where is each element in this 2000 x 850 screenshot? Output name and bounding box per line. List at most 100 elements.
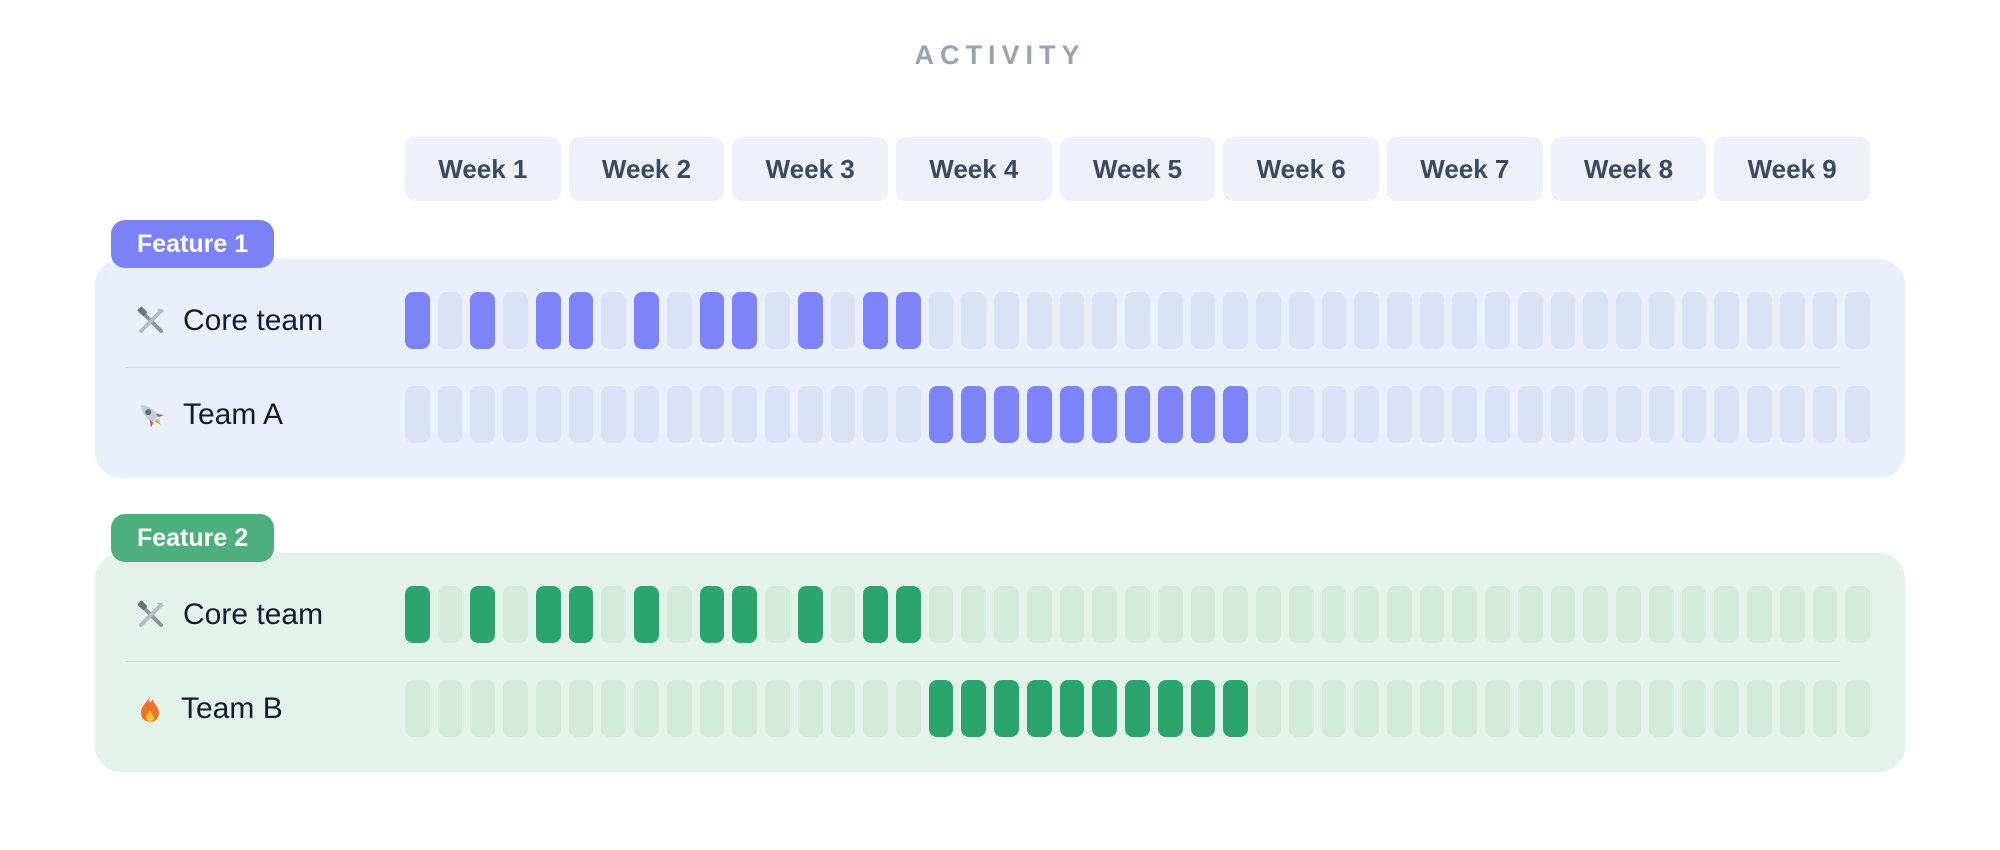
activity-cell-active xyxy=(699,586,725,643)
activity-cell xyxy=(1648,292,1674,349)
row-label-text: Core team xyxy=(183,597,324,631)
activity-cell xyxy=(1125,292,1150,349)
activity-cell xyxy=(961,292,987,349)
feature-2-section: Feature 2 Core team xyxy=(95,478,1905,772)
activity-cell xyxy=(1714,386,1740,443)
activity-cell xyxy=(1648,386,1674,443)
activity-cell xyxy=(1648,586,1674,643)
activity-cell-active xyxy=(1026,680,1052,737)
activity-cell-active xyxy=(1190,386,1216,443)
activity-cell xyxy=(1157,292,1183,349)
fire-icon xyxy=(135,693,165,725)
activity-cell-active xyxy=(1026,386,1052,443)
row-label-text: Core team xyxy=(183,303,324,337)
activity-cell-active xyxy=(1059,680,1085,737)
activity-cell xyxy=(666,680,692,737)
activity-cell xyxy=(405,386,430,443)
activity-cell xyxy=(765,292,790,349)
activity-cell-active xyxy=(535,586,561,643)
activity-cell-active xyxy=(928,386,954,443)
activity-cell xyxy=(1583,586,1609,643)
activity-cell xyxy=(437,386,463,443)
activity-cell-active xyxy=(1223,680,1249,737)
activity-cells-feature1-team-a xyxy=(405,386,1870,443)
activity-cell xyxy=(1845,292,1870,349)
activity-cell xyxy=(1321,292,1347,349)
activity-cell xyxy=(1648,680,1674,737)
activity-cell-active xyxy=(961,680,987,737)
feature-2-badge: Feature 2 xyxy=(111,514,275,562)
activity-cell xyxy=(1354,292,1379,349)
activity-cell xyxy=(732,386,758,443)
activity-cell xyxy=(1387,386,1412,443)
activity-cell xyxy=(1190,586,1216,643)
activity-cell-active xyxy=(1125,386,1150,443)
row-divider xyxy=(125,661,1840,662)
activity-cell xyxy=(1321,386,1347,443)
activity-cell xyxy=(1288,680,1314,737)
activity-cell-active xyxy=(634,586,659,643)
activity-cell xyxy=(1387,680,1412,737)
activity-cell xyxy=(1616,586,1641,643)
activity-cell xyxy=(961,586,987,643)
activity-cell xyxy=(830,680,856,737)
activity-cell xyxy=(503,292,528,349)
activity-cell xyxy=(1288,386,1314,443)
activity-cell xyxy=(1256,680,1281,737)
activity-cell xyxy=(1517,586,1543,643)
activity-cell xyxy=(765,586,790,643)
activity-cell xyxy=(1747,292,1772,349)
activity-cell xyxy=(1583,292,1609,349)
activity-cell xyxy=(470,386,496,443)
activity-cell xyxy=(994,292,1019,349)
activity-cell xyxy=(896,386,921,443)
activity-cell xyxy=(503,680,528,737)
activity-cell xyxy=(1681,292,1707,349)
activity-cell xyxy=(1256,586,1281,643)
activity-cell xyxy=(1681,586,1707,643)
activity-cell xyxy=(437,680,463,737)
page-title: ACTIVITY xyxy=(914,40,1086,70)
activity-cell xyxy=(1616,680,1641,737)
activity-cell xyxy=(732,680,758,737)
row-feature2-team-b: Team B xyxy=(95,680,1870,737)
activity-cell xyxy=(1845,386,1870,443)
activity-cell xyxy=(1092,586,1118,643)
activity-cell xyxy=(1517,680,1543,737)
activity-cell xyxy=(666,292,692,349)
activity-cell xyxy=(896,680,921,737)
activity-cell xyxy=(830,292,856,349)
activity-cell xyxy=(1223,586,1249,643)
activity-cell xyxy=(1583,386,1609,443)
activity-cell-active xyxy=(797,586,823,643)
activity-cell xyxy=(535,386,561,443)
activity-cell xyxy=(1059,292,1085,349)
activity-cell xyxy=(601,680,627,737)
activity-cell-active xyxy=(928,680,954,737)
activity-cell-active xyxy=(732,292,758,349)
activity-cell xyxy=(1387,586,1412,643)
activity-cell-active xyxy=(405,292,430,349)
activity-cell xyxy=(1779,680,1805,737)
week-header: Week 9 xyxy=(1714,137,1870,201)
activity-cell xyxy=(568,386,594,443)
activity-cell-active xyxy=(994,680,1019,737)
activity-cell-active xyxy=(568,292,594,349)
activity-cell-active xyxy=(896,586,921,643)
activity-cell-active xyxy=(405,586,430,643)
activity-cell xyxy=(1223,292,1249,349)
activity-cell xyxy=(1550,292,1576,349)
activity-cells-feature1-core xyxy=(405,292,1870,349)
activity-cell xyxy=(601,292,627,349)
activity-cell xyxy=(1845,680,1870,737)
activity-cell xyxy=(797,680,823,737)
activity-cell xyxy=(1256,386,1281,443)
activity-cell xyxy=(1157,586,1183,643)
activity-cell xyxy=(1452,586,1478,643)
activity-cell xyxy=(405,680,430,737)
activity-cell-active xyxy=(1157,680,1183,737)
activity-cell xyxy=(1779,586,1805,643)
activity-cell xyxy=(437,586,463,643)
feature-2-panel: Core team Team B xyxy=(95,553,1905,772)
activity-cell xyxy=(1452,386,1478,443)
